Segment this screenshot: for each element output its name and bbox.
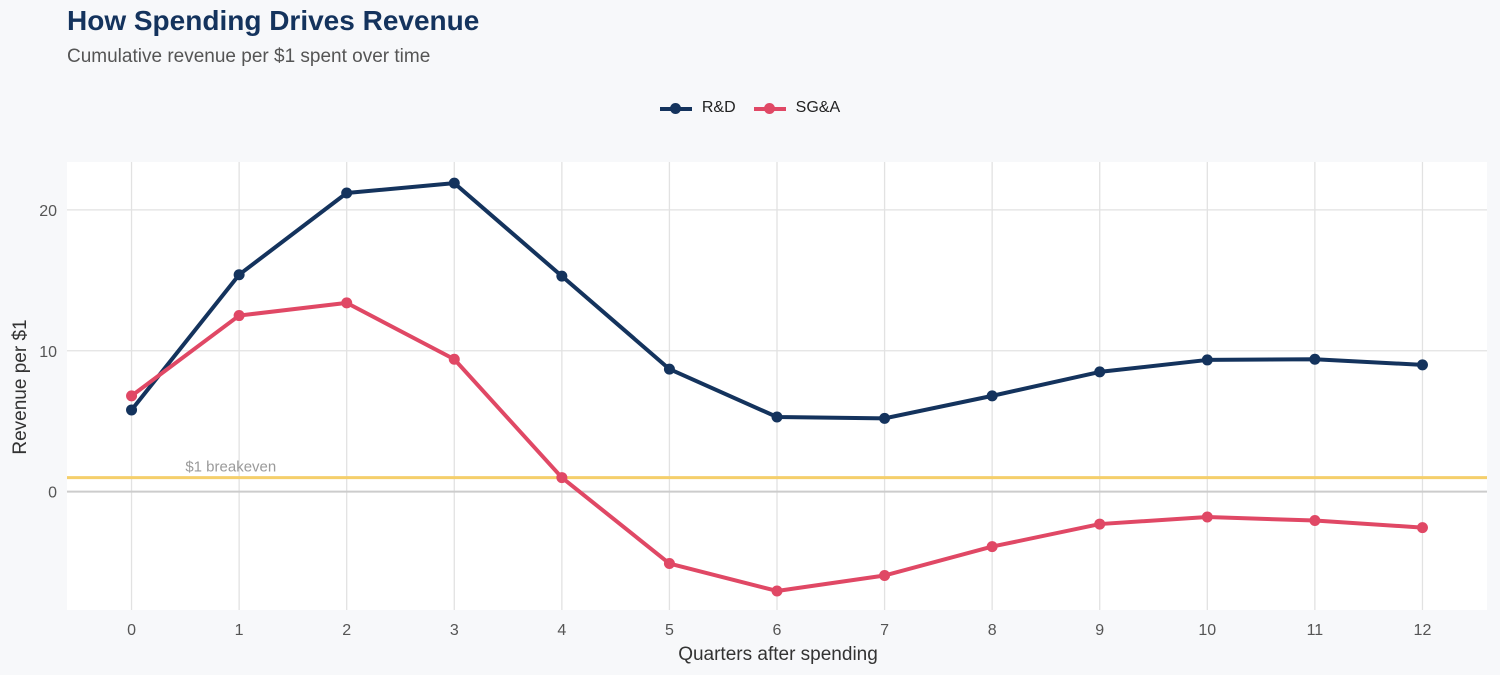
legend-dot-rd (669, 103, 681, 114)
series-layer (126, 177, 1428, 597)
data-point-sga (126, 390, 138, 402)
data-point-sga (341, 297, 353, 309)
data-point-sga (663, 558, 675, 570)
data-point-rd (663, 363, 675, 375)
legend-key-sga (753, 98, 786, 118)
x-tick-label: 0 (127, 622, 136, 639)
data-point-sga (771, 585, 783, 597)
data-point-rd (233, 269, 245, 281)
data-point-sga (1416, 522, 1428, 534)
data-point-sga (233, 310, 245, 322)
reference-lines: $1 breakeven (67, 459, 1487, 493)
legend-item-sga[interactable]: SG&A (753, 98, 841, 118)
data-point-rd (1094, 366, 1106, 378)
chart-subtitle: Cumulative revenue per $1 spent over tim… (67, 46, 431, 67)
x-axis-title: Quarters after spending (678, 644, 878, 665)
x-tick-label: 10 (1198, 622, 1216, 639)
y-axis-title: Revenue per $1 (10, 319, 31, 454)
gridlines (67, 162, 1487, 610)
x-tick-label: 1 (235, 622, 244, 639)
x-tick-label: 7 (880, 622, 889, 639)
legend-key-rd (659, 98, 692, 118)
legend-label-rd: R&D (701, 99, 736, 116)
axis-labels: Quarters after spending Revenue per $1 0… (10, 203, 1431, 665)
x-tick-label: 5 (665, 622, 674, 639)
data-point-rd (771, 411, 783, 423)
data-point-rd (879, 412, 891, 424)
chart-title: How Spending Drives Revenue (67, 5, 480, 36)
y-tick-label: 0 (48, 485, 57, 502)
x-tick-label: 11 (1307, 622, 1324, 639)
x-tick-label: 3 (450, 622, 459, 639)
x-tick-label: 6 (773, 622, 782, 639)
breakeven-label: $1 breakeven (185, 459, 276, 476)
x-tick-label: 12 (1414, 622, 1432, 639)
data-point-sga (448, 353, 460, 365)
data-point-rd (126, 404, 138, 416)
data-point-sga (1094, 518, 1106, 530)
data-point-rd (556, 270, 568, 282)
data-point-sga (1201, 511, 1213, 523)
x-tick-label: 8 (988, 622, 997, 639)
x-tick-label: 2 (342, 622, 351, 639)
y-tick-label: 10 (39, 344, 57, 361)
data-point-rd (1309, 353, 1321, 365)
data-point-sga (556, 472, 568, 484)
data-point-rd (1201, 354, 1213, 366)
legend-item-rd[interactable]: R&D (659, 98, 736, 118)
x-tick-label: 9 (1095, 622, 1104, 639)
data-point-sga (879, 569, 891, 581)
data-point-sga (986, 541, 998, 553)
data-point-rd (341, 187, 353, 199)
legend-dot-sga (763, 103, 775, 114)
legend-label-sga: SG&A (795, 99, 841, 116)
legend: R&D SG&A (0, 98, 1500, 118)
data-point-sga (1309, 515, 1321, 527)
data-point-rd (448, 177, 460, 189)
data-point-rd (986, 390, 998, 402)
x-tick-label: 4 (557, 622, 566, 639)
y-tick-label: 20 (39, 203, 57, 220)
data-point-rd (1416, 359, 1428, 371)
